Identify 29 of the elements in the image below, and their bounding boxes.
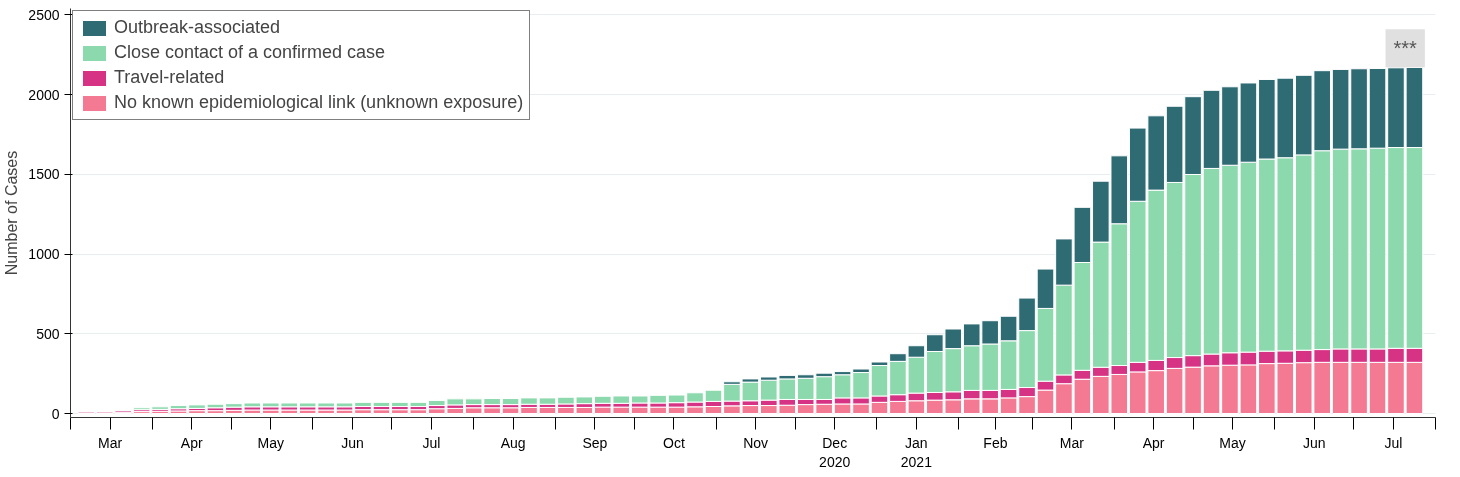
x-tick-label: May [257, 434, 284, 451]
x-tick-label: Aug [500, 434, 526, 451]
x-tick-label: Jan 2021 [900, 434, 933, 470]
y-tick-label: 1500 [28, 166, 60, 183]
x-tick-label: Sep [582, 434, 608, 451]
x-tick-label: Jun [341, 434, 364, 451]
y-tick-label: 2000 [28, 86, 60, 103]
x-tick-label: Apr [180, 434, 203, 451]
legend-label: Close contact of a confirmed case [114, 42, 386, 63]
x-tick-label: Jul [1384, 434, 1403, 451]
x-tick-label: Mar [1059, 434, 1085, 451]
y-tick-label: 0 [51, 405, 60, 422]
legend-label: Travel-related [114, 67, 225, 88]
y-axis-title: Number of Cases [3, 150, 21, 276]
x-tick-label: Mar [97, 434, 123, 451]
y-tick-label: 500 [36, 325, 60, 342]
x-tick-label: Jul [422, 434, 441, 451]
legend-label: No known epidemiological link (unknown exposure) [114, 92, 524, 113]
x-tick-label: Oct [663, 434, 685, 451]
x-tick-label: Nov [743, 434, 769, 451]
y-tick-label: 1000 [28, 246, 60, 263]
x-tick-label: Feb [983, 434, 1008, 451]
legend-label: Outbreak-associated [114, 17, 281, 38]
x-tick-label: Apr [1142, 434, 1165, 451]
x-tick-label: Jun [1303, 434, 1326, 451]
annotation: *** [1393, 37, 1418, 60]
x-tick-label: Dec 2020 [819, 434, 851, 470]
x-tick-label: May [1219, 434, 1246, 451]
y-tick-label: 2500 [28, 6, 60, 23]
